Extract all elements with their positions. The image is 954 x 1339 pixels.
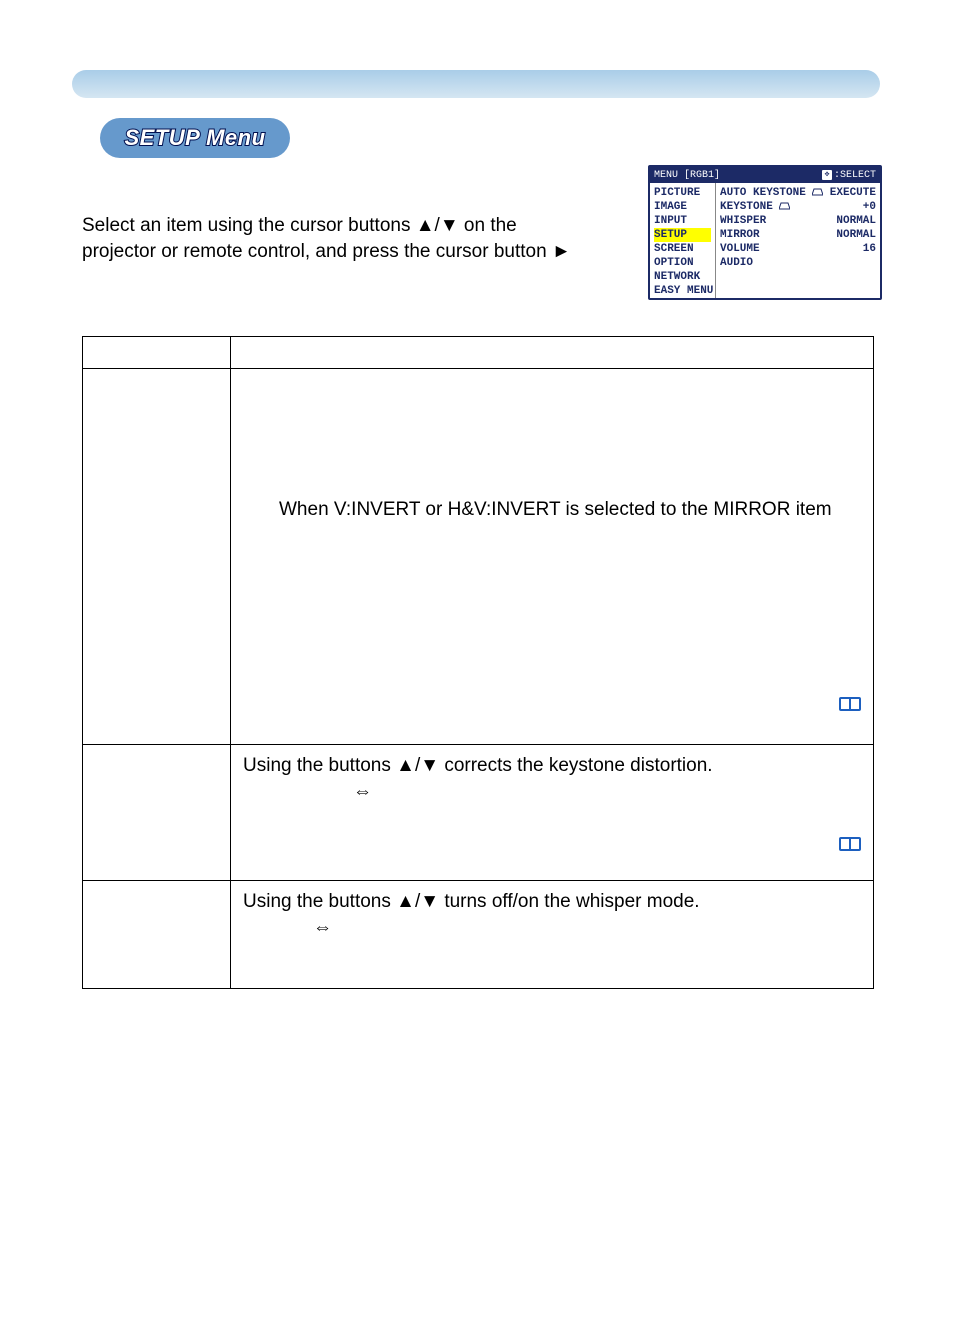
osd-row-value: NORMAL [832, 214, 876, 228]
keystone-line1: Using the buttons ▲/▼ corrects the keyst… [243, 755, 713, 776]
osd-row-value: 16 [832, 242, 876, 256]
book-ref-keystone [243, 805, 861, 855]
osd-select-label: :SELECT [834, 170, 876, 181]
osd-left-column: PICTUREIMAGEINPUTSETUPSCREENOPTIONNETWOR… [650, 183, 716, 298]
osd-right-row: MIRRORNORMAL [720, 228, 876, 242]
table-header-row [83, 337, 874, 369]
keystone-arrow: ⇔ [243, 779, 372, 805]
intro-line1: Select an item using the cursor buttons … [82, 215, 517, 236]
table-row: Using the buttons ▲/▼ turns off/on the w… [83, 881, 874, 989]
osd-left-item: SETUP [654, 228, 711, 242]
osd-menu-header: MENU [RGB1] ✥ :SELECT [650, 167, 880, 183]
osd-row-value: NORMAL [832, 228, 876, 242]
osd-menu-body: PICTUREIMAGEINPUTSETUPSCREENOPTIONNETWOR… [650, 183, 880, 298]
osd-right-row: VOLUME16 [720, 242, 876, 256]
osd-row-label: WHISPER [720, 214, 832, 228]
autokeystone-body: When V:INVERT or H&V:INVERT is selected … [243, 377, 861, 523]
osd-left-item: INPUT [654, 214, 711, 228]
th-desc [231, 337, 874, 369]
whisper-body: Using the buttons ▲/▼ turns off/on the w… [243, 889, 861, 941]
section-title: SETUP Menu [124, 125, 265, 151]
osd-row-value: EXECUTE [830, 186, 876, 200]
settings-table: When V:INVERT or H&V:INVERT is selected … [82, 336, 874, 989]
osd-left-item: IMAGE [654, 200, 711, 214]
osd-right-row: AUTO KEYSTONE EXECUTE [720, 186, 876, 200]
osd-row-label: MIRROR [720, 228, 832, 242]
osd-right-row: WHISPERNORMAL [720, 214, 876, 228]
osd-header-right: ✥ :SELECT [822, 170, 876, 181]
keystone-body: Using the buttons ▲/▼ corrects the keyst… [243, 753, 861, 805]
book-icon [839, 696, 861, 712]
th-item [83, 337, 231, 369]
cell-item-autokeystone [83, 369, 231, 745]
osd-right-row: AUDIO [720, 256, 876, 270]
cell-item-keystone [83, 745, 231, 881]
dpad-icon: ✥ [822, 170, 832, 180]
osd-row-label: VOLUME [720, 242, 832, 256]
osd-right-row: KEYSTONE +0 [720, 200, 876, 214]
osd-row-label: AUTO KEYSTONE [720, 186, 830, 200]
osd-left-item: SCREEN [654, 242, 711, 256]
book-icon [839, 836, 861, 852]
whisper-arrow: ⇔ [243, 915, 332, 941]
osd-row-value: +0 [832, 200, 876, 214]
book-ref-autokeystone [243, 523, 861, 715]
osd-header-left: MENU [RGB1] [654, 170, 720, 181]
mirror-note: When V:INVERT or H&V:INVERT is selected … [279, 499, 832, 520]
osd-right-column: AUTO KEYSTONE EXECUTEKEYSTONE +0WHISPERN… [716, 183, 880, 298]
osd-row-label: AUDIO [720, 256, 832, 270]
cell-desc-keystone: Using the buttons ▲/▼ corrects the keyst… [231, 745, 874, 881]
osd-row-label: KEYSTONE [720, 200, 832, 214]
cell-item-whisper [83, 881, 231, 989]
section-title-pill: SETUP Menu [100, 118, 290, 158]
cell-desc-autokeystone: When V:INVERT or H&V:INVERT is selected … [231, 369, 874, 745]
osd-row-value [832, 256, 876, 270]
intro-line2: projector or remote control, and press t… [82, 241, 571, 262]
osd-menu-screenshot: MENU [RGB1] ✥ :SELECT PICTUREIMAGEINPUTS… [648, 165, 882, 300]
table-row: Using the buttons ▲/▼ corrects the keyst… [83, 745, 874, 881]
osd-left-item: EASY MENU [654, 284, 711, 298]
whisper-line1: Using the buttons ▲/▼ turns off/on the w… [243, 891, 700, 912]
intro-text: Select an item using the cursor buttons … [82, 213, 622, 265]
osd-left-item: PICTURE [654, 186, 711, 200]
osd-left-item: NETWORK [654, 270, 711, 284]
header-gradient-bar [72, 70, 880, 98]
cell-desc-whisper: Using the buttons ▲/▼ turns off/on the w… [231, 881, 874, 989]
osd-left-item: OPTION [654, 256, 711, 270]
table-row: When V:INVERT or H&V:INVERT is selected … [83, 369, 874, 745]
